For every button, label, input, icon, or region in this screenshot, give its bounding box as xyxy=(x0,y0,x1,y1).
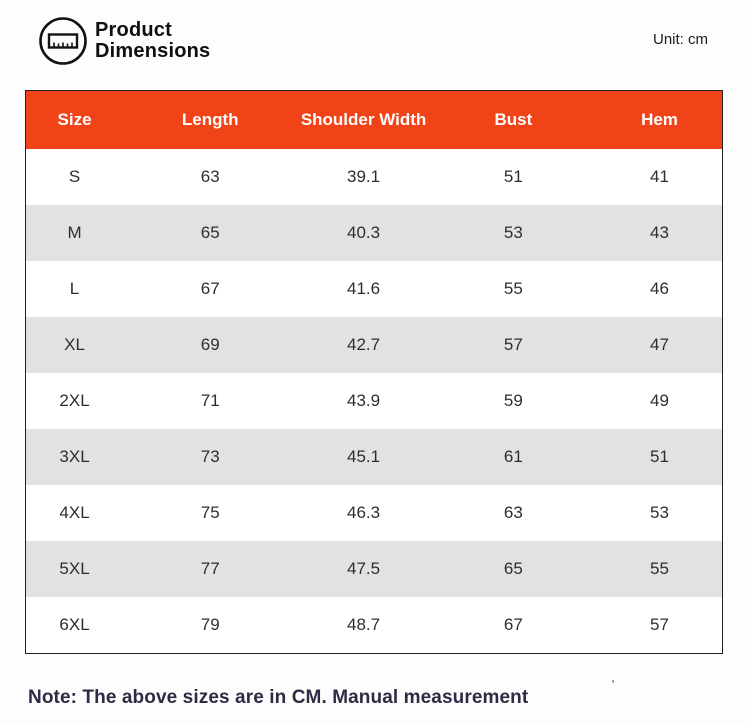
cell-length: 79 xyxy=(200,615,220,634)
cell-hem: 57 xyxy=(650,615,669,634)
cell-bust: 51 xyxy=(503,167,523,186)
cell-length: 67 xyxy=(200,279,220,298)
cell-bust: 63 xyxy=(503,503,523,522)
cell-shoulder-width: 46.3 xyxy=(346,503,381,522)
cell-shoulder-width: 48.7 xyxy=(346,615,381,634)
cell-shoulder-width: 40.3 xyxy=(346,223,381,242)
column-header-size: Size xyxy=(25,90,124,149)
cell-shoulder-width: 45.1 xyxy=(346,447,381,466)
cell-length: 73 xyxy=(200,447,220,466)
cell-size: S xyxy=(68,167,81,186)
page-title: Product Dimensions xyxy=(95,20,210,62)
cell-length: 77 xyxy=(200,559,220,578)
cell-length: 65 xyxy=(200,223,220,242)
page-title-line1: Product xyxy=(95,19,172,41)
cell-hem: 55 xyxy=(650,559,669,578)
cell-size: 6XL xyxy=(59,615,90,634)
column-header-length: Length xyxy=(123,90,298,149)
column-header-shoulder-width: Shoulder Width xyxy=(297,90,430,149)
brand-header: Product Dimensions xyxy=(38,16,210,66)
cell-bust: 67 xyxy=(503,615,523,634)
table-row: 4XL 75 46.3 63 53 xyxy=(25,485,723,541)
table-header-row: Size Length Shoulder Width Bust Hem xyxy=(25,90,723,149)
measurement-note-line1: Note: The above sizes are in CM. Manual … xyxy=(28,687,529,708)
cell-length: 69 xyxy=(200,335,220,354)
cell-size: 4XL xyxy=(59,503,90,522)
table-row: M 65 40.3 53 43 xyxy=(25,205,723,261)
cell-hem: 46 xyxy=(650,279,669,298)
size-chart-table: Size Length Shoulder Width Bust Hem S 63… xyxy=(25,90,723,654)
cell-length: 63 xyxy=(200,167,220,186)
cell-hem: 51 xyxy=(650,447,669,466)
cell-hem: 43 xyxy=(650,223,669,242)
cell-shoulder-width: 43.9 xyxy=(346,391,381,410)
cell-bust: 59 xyxy=(503,391,523,410)
cell-bust: 57 xyxy=(503,335,523,354)
measurement-note: Note: The above sizes are in CM. Manual … xyxy=(28,660,528,724)
cell-bust: 61 xyxy=(503,447,523,466)
table-row: 3XL 73 45.1 61 51 xyxy=(25,429,723,485)
stray-mark: ᾿ xyxy=(611,678,615,692)
cell-size: M xyxy=(67,223,82,242)
cell-hem: 41 xyxy=(650,167,669,186)
cell-size: L xyxy=(69,279,80,298)
cell-shoulder-width: 41.6 xyxy=(346,279,381,298)
cell-size: 5XL xyxy=(59,559,90,578)
table-row: S 63 39.1 51 41 xyxy=(25,149,723,205)
cell-bust: 53 xyxy=(503,223,523,242)
cell-bust: 65 xyxy=(503,559,523,578)
table-row: 5XL 77 47.5 65 55 xyxy=(25,541,723,597)
cell-shoulder-width: 47.5 xyxy=(346,559,381,578)
cell-hem: 47 xyxy=(650,335,669,354)
cell-shoulder-width: 39.1 xyxy=(346,167,381,186)
cell-size: 3XL xyxy=(59,447,90,466)
column-header-bust: Bust xyxy=(429,90,598,149)
cell-length: 71 xyxy=(200,391,220,410)
cell-hem: 53 xyxy=(650,503,669,522)
cell-bust: 55 xyxy=(503,279,523,298)
cell-size: XL xyxy=(64,335,85,354)
table-row: L 67 41.6 55 46 xyxy=(25,261,723,317)
page-title-line2: Dimensions xyxy=(95,40,211,62)
cell-size: 2XL xyxy=(59,391,90,410)
ruler-icon xyxy=(38,16,88,66)
cell-length: 75 xyxy=(200,503,220,522)
table-row: 6XL 79 48.7 67 57 xyxy=(25,597,723,654)
table-row: XL 69 42.7 57 47 xyxy=(25,317,723,373)
cell-shoulder-width: 42.7 xyxy=(346,335,381,354)
cell-hem: 49 xyxy=(650,391,669,410)
table-row: 2XL 71 43.9 59 49 xyxy=(25,373,723,429)
column-header-hem: Hem xyxy=(597,90,723,149)
unit-label: Unit: cm xyxy=(652,31,708,48)
